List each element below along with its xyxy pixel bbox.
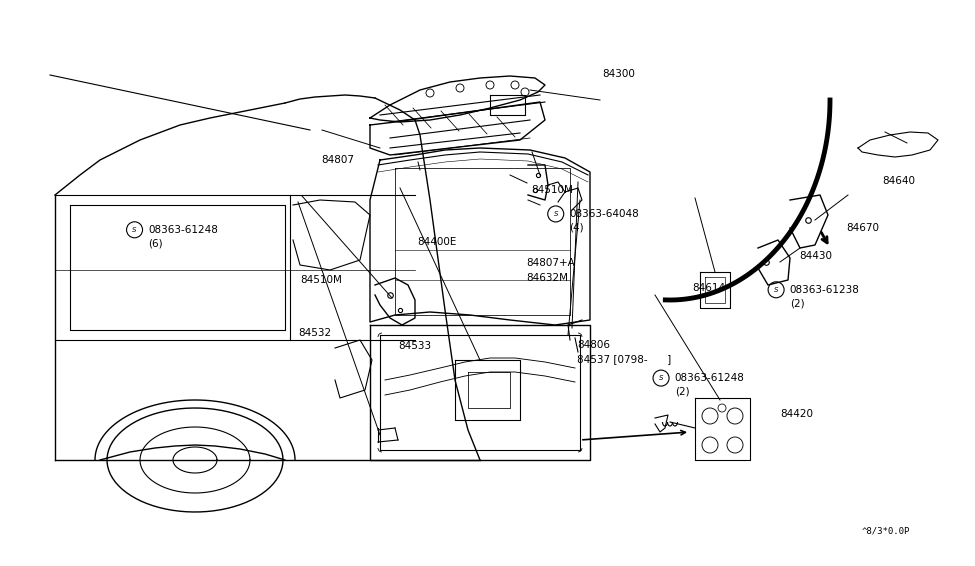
Text: S: S (659, 375, 663, 381)
Text: 84532: 84532 (298, 328, 332, 338)
Text: (6): (6) (148, 238, 163, 248)
Text: 84807: 84807 (322, 155, 355, 165)
Text: 08363-61248: 08363-61248 (675, 373, 745, 383)
Text: 84537 [0798-      ]: 84537 [0798- ] (577, 354, 672, 365)
Text: 08363-64048: 08363-64048 (569, 209, 640, 219)
Text: 84670: 84670 (846, 222, 879, 233)
Text: 84430: 84430 (800, 251, 833, 261)
Text: 84400E: 84400E (417, 237, 456, 247)
Text: (2): (2) (675, 387, 689, 397)
Text: 84614: 84614 (692, 282, 725, 293)
Text: (4): (4) (569, 222, 584, 233)
Text: 84420: 84420 (780, 409, 813, 419)
Text: 84510M: 84510M (300, 275, 342, 285)
Text: S: S (774, 287, 778, 293)
Text: 84806: 84806 (577, 340, 610, 350)
Text: S: S (554, 211, 558, 217)
Text: 08363-61248: 08363-61248 (148, 225, 218, 235)
Text: S: S (133, 227, 137, 233)
Text: 84640: 84640 (882, 176, 916, 186)
Text: 84533: 84533 (398, 341, 431, 351)
Text: (2): (2) (790, 298, 804, 308)
Text: 84510M: 84510M (531, 185, 573, 195)
Text: 84632M: 84632M (526, 273, 568, 284)
Text: 84807+A: 84807+A (526, 258, 575, 268)
Text: 08363-61238: 08363-61238 (790, 285, 860, 295)
Text: 84300: 84300 (603, 68, 636, 79)
Text: ^8/3*0.0P: ^8/3*0.0P (862, 526, 910, 535)
